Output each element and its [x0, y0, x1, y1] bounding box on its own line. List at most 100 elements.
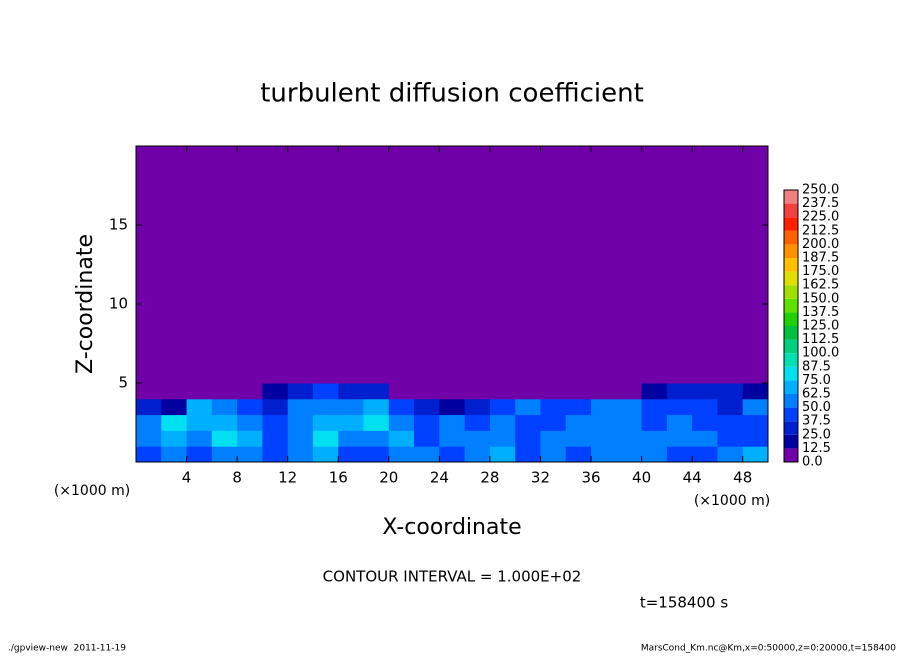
heat-cell: [641, 414, 668, 431]
heat-cell: [388, 367, 415, 384]
heat-cell: [338, 398, 365, 416]
heat-cell: [439, 383, 466, 400]
heat-cell: [237, 446, 263, 463]
heat-cell: [186, 430, 213, 447]
heat-cell: [464, 430, 491, 447]
heat-cell: [414, 398, 440, 416]
x-tick-label: 44: [683, 469, 702, 487]
heat-cell: [591, 446, 617, 463]
heat-cell: [161, 398, 188, 416]
heat-cell: [414, 446, 440, 463]
heat-cell: [489, 414, 516, 431]
heat-cell: [338, 414, 365, 431]
heat-cell: [237, 367, 263, 384]
colorbar-label: 162.5: [802, 278, 839, 293]
colorbar-label: 237.5: [802, 196, 839, 211]
heat-cell: [489, 430, 516, 447]
heat-cell: [211, 398, 238, 416]
colorbar-swatch: [784, 407, 798, 422]
heat-cell: [136, 398, 162, 416]
colorbar-label: 150.0: [802, 291, 839, 306]
heat-cell: [439, 446, 466, 463]
heat-cell: [692, 383, 718, 400]
heat-cell: [262, 430, 289, 447]
colorbar-label: 25.0: [802, 427, 831, 442]
colorbar-swatch: [784, 217, 798, 231]
heat-cell: [136, 414, 162, 431]
colorbar-swatch: [784, 271, 798, 286]
x-tick-label: 20: [379, 469, 398, 487]
heat-cell: [717, 446, 744, 463]
colorbar-label: 50.0: [802, 400, 831, 415]
heat-cell: [287, 430, 314, 447]
heat-cell: [540, 367, 567, 384]
heat-cell: [262, 367, 289, 384]
heat-cell: [439, 398, 466, 416]
heat-cell: [287, 383, 314, 400]
heat-cell: [616, 398, 643, 416]
heat-cell: [515, 414, 541, 431]
x-tick-label: 24: [430, 469, 449, 487]
heat-cell: [161, 383, 188, 400]
heat-cell: [464, 446, 491, 463]
heat-cell: [464, 383, 491, 400]
heat-cell: [338, 383, 365, 400]
heat-cell: [717, 398, 744, 416]
heat-cell: [666, 383, 693, 400]
heat-cell: [161, 414, 188, 431]
heat-cell: [186, 414, 213, 431]
colorbar-swatch: [784, 326, 798, 340]
heat-cell: [136, 367, 162, 384]
colorbar-label: 12.5: [802, 441, 831, 456]
time-label: t=158400 s: [640, 594, 728, 612]
heat-cell: [489, 367, 516, 384]
heat-cell: [211, 383, 238, 400]
heat-cell: [616, 430, 643, 447]
heat-cell: [363, 367, 390, 384]
x-tick-label: 32: [531, 469, 550, 487]
heat-cell: [591, 398, 617, 416]
chart-title: turbulent diffusion coefficient: [260, 79, 644, 109]
heat-cell: [186, 367, 213, 384]
heat-cell: [186, 383, 213, 400]
heat-cell: [312, 414, 339, 431]
heat-cell: [161, 430, 188, 447]
heat-cell: [338, 430, 365, 447]
heat-cell: [692, 446, 718, 463]
heat-cell: [666, 414, 693, 431]
heat-cell: [591, 383, 617, 400]
heat-cell: [717, 414, 744, 431]
heat-cell: [136, 430, 162, 447]
heat-cell: [312, 446, 339, 463]
colorbar-label: 250.0: [802, 183, 839, 198]
heat-cell: [666, 446, 693, 463]
heat-cell: [287, 414, 314, 431]
heat-cell: [388, 398, 415, 416]
heat-cell: [717, 383, 744, 400]
heat-cell: [414, 367, 440, 384]
footer-right: MarsCond_Km.nc@Km,x=0:50000,z=0:20000,t=…: [641, 644, 896, 654]
colorbar-label: 200.0: [802, 237, 839, 252]
colorbar-swatch: [784, 448, 798, 462]
x-axis-label: X-coordinate: [382, 515, 521, 540]
y-tick-label: 5: [118, 374, 128, 392]
heat-cell: [186, 446, 213, 463]
x-unit: (×1000 m): [694, 493, 770, 509]
heat-cell: [262, 383, 289, 400]
x-tick-label: 12: [278, 469, 297, 487]
heat-cell: [464, 414, 491, 431]
heat-cell: [540, 446, 567, 463]
colorbar-swatch: [784, 312, 798, 326]
x-tick-label: 36: [581, 469, 600, 487]
colorbar-swatch: [784, 258, 798, 272]
colorbar-swatch: [784, 339, 798, 354]
heat-cell: [540, 414, 567, 431]
y-axis-label: Z-coordinate: [73, 234, 98, 374]
heat-cell: [388, 383, 415, 400]
heat-cell: [666, 367, 693, 384]
heat-cell: [414, 430, 440, 447]
heat-cell: [717, 367, 744, 384]
heat-cell: [641, 430, 668, 447]
heat-cell: [363, 383, 390, 400]
